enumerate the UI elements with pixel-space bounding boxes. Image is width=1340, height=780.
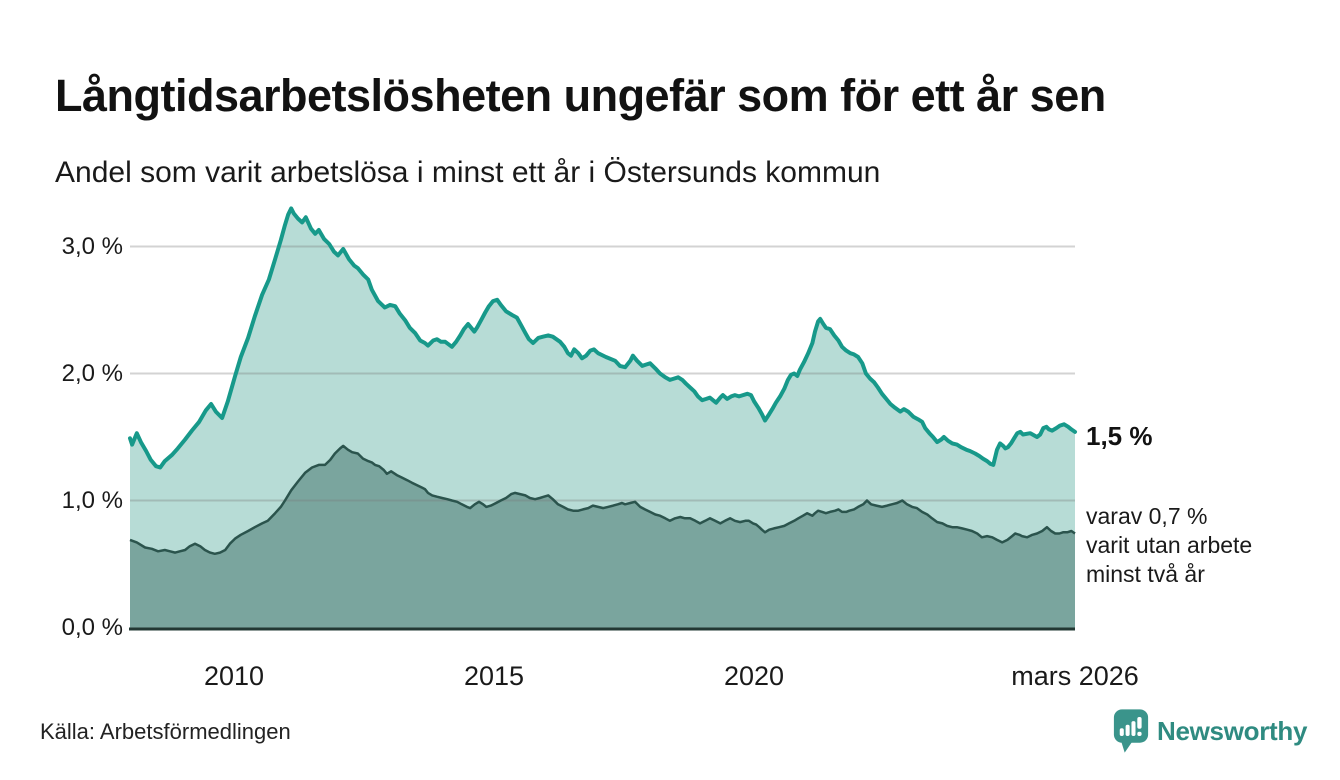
newsworthy-logo-icon bbox=[1113, 709, 1149, 753]
y-tick-label: 3,0 % bbox=[61, 232, 123, 260]
series2-line bbox=[129, 444, 1076, 556]
chart-subtitle: Andel som varit arbetslösa i minst ett å… bbox=[55, 156, 881, 189]
y-tick-label: 2,0 % bbox=[61, 359, 123, 387]
series1-end-value-label: 1,5 % bbox=[1086, 421, 1153, 451]
series1-line bbox=[128, 206, 1077, 470]
y-tick-label: 1,0 % bbox=[61, 486, 123, 514]
newsworthy-wordmark: Newsworthy bbox=[1157, 716, 1308, 746]
series2-end-annotation: varav 0,7 % varit utan arbete minst två … bbox=[1086, 503, 1253, 587]
x-tick-label: 2015 bbox=[463, 661, 525, 691]
chart-title: Långtidsarbetslösheten ungefär som för e… bbox=[55, 70, 1106, 122]
x-tick-label: 2020 bbox=[723, 661, 785, 691]
x-tick-label: 2010 bbox=[203, 661, 265, 691]
source-note: Källa: Arbetsförmedlingen bbox=[40, 719, 291, 744]
x-tick-label: mars 2026 bbox=[1011, 661, 1139, 691]
y-tick-label: 0,0 % bbox=[61, 613, 123, 641]
series2-area bbox=[130, 445, 1075, 628]
newsworthy-logo[interactable]: Newsworthy bbox=[1113, 708, 1307, 756]
